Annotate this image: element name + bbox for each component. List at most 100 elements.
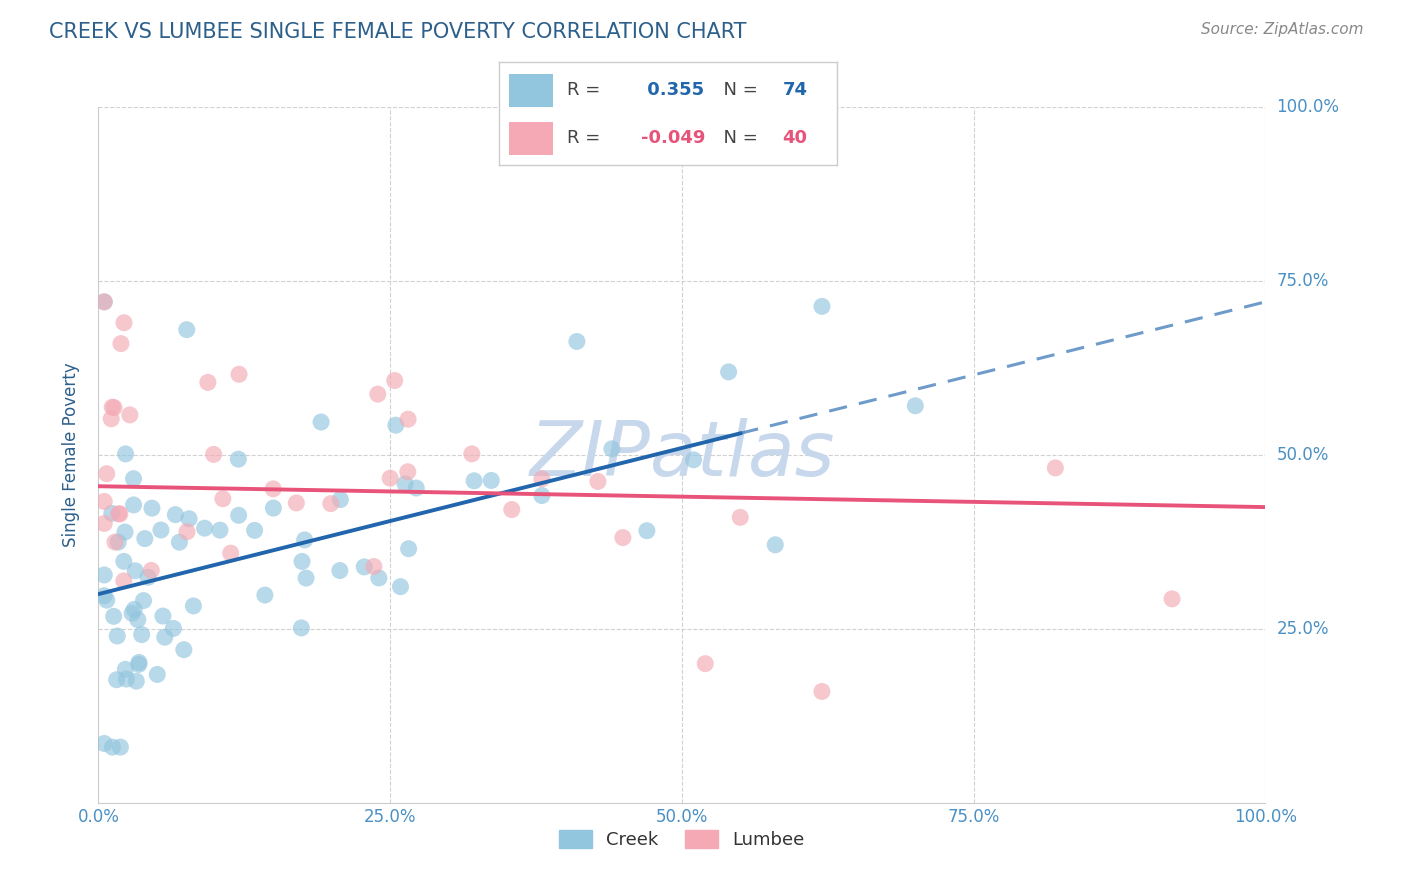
Point — [104, 535, 127, 549]
Point — [105, 673, 128, 687]
Point — [146, 667, 169, 681]
Text: R =: R = — [567, 129, 606, 147]
Text: -0.049: -0.049 — [641, 129, 706, 147]
Point — [329, 492, 352, 507]
Point — [122, 498, 145, 512]
Point — [100, 411, 122, 425]
Point — [93, 294, 115, 309]
Point — [530, 472, 553, 486]
Point — [262, 482, 284, 496]
Point — [128, 656, 150, 670]
Point — [682, 452, 704, 467]
Point — [396, 412, 419, 426]
Point — [253, 588, 276, 602]
Point — [112, 316, 135, 330]
Point — [93, 568, 115, 582]
Point — [114, 447, 136, 461]
Point — [295, 571, 318, 585]
Text: Source: ZipAtlas.com: Source: ZipAtlas.com — [1201, 22, 1364, 37]
Y-axis label: Single Female Poverty: Single Female Poverty — [62, 363, 80, 547]
Point — [291, 554, 314, 568]
Point — [176, 323, 198, 337]
Point — [811, 299, 834, 313]
Point — [128, 657, 150, 672]
Point — [385, 418, 408, 433]
Point — [110, 740, 132, 755]
Point — [149, 523, 172, 537]
Point — [461, 447, 484, 461]
Point — [636, 524, 658, 538]
Point — [93, 494, 115, 508]
Text: 74: 74 — [783, 81, 807, 99]
Point — [118, 408, 141, 422]
Point — [152, 609, 174, 624]
Point — [169, 535, 191, 549]
Text: 0.355: 0.355 — [641, 81, 704, 99]
Point — [103, 401, 125, 415]
Text: R =: R = — [567, 81, 606, 99]
Point — [285, 496, 308, 510]
Point — [132, 593, 155, 607]
Point — [173, 642, 195, 657]
Point — [294, 533, 316, 547]
Text: CREEK VS LUMBEE SINGLE FEMALE POVERTY CORRELATION CHART: CREEK VS LUMBEE SINGLE FEMALE POVERTY CO… — [49, 22, 747, 42]
Point — [124, 602, 146, 616]
Point — [367, 571, 389, 585]
Point — [1161, 591, 1184, 606]
Point — [380, 471, 402, 485]
Bar — [509, 122, 553, 155]
Point — [228, 368, 250, 382]
Point — [202, 447, 225, 461]
Point — [176, 524, 198, 539]
Point — [93, 737, 115, 751]
Point — [565, 334, 588, 349]
Point — [363, 559, 385, 574]
Point — [112, 554, 135, 568]
Point — [93, 516, 115, 531]
Point — [479, 474, 502, 488]
Point — [93, 589, 115, 603]
Text: 50.0%: 50.0% — [1277, 446, 1329, 464]
Point — [309, 415, 332, 429]
Text: 100.0%: 100.0% — [1277, 98, 1340, 116]
Legend: Creek, Lumbee: Creek, Lumbee — [553, 822, 811, 856]
Point — [165, 508, 187, 522]
Point — [463, 474, 485, 488]
Point — [219, 546, 242, 560]
Point — [101, 400, 124, 414]
Point — [405, 481, 427, 495]
Point — [162, 622, 184, 636]
Point — [131, 627, 153, 641]
Point — [141, 501, 163, 516]
Point — [811, 684, 834, 698]
Point — [501, 502, 523, 516]
Point — [319, 497, 342, 511]
Point — [398, 541, 420, 556]
Point — [1045, 461, 1067, 475]
Point — [228, 508, 250, 523]
Point — [114, 524, 136, 539]
Point — [394, 476, 416, 491]
Point — [101, 506, 124, 520]
Point — [93, 294, 115, 309]
Point — [197, 376, 219, 390]
Point — [124, 564, 146, 578]
Point — [717, 365, 740, 379]
Text: N =: N = — [711, 81, 763, 99]
Point — [367, 387, 389, 401]
Point — [134, 532, 156, 546]
Text: N =: N = — [711, 129, 763, 147]
Text: 40: 40 — [783, 129, 807, 147]
Point — [612, 531, 634, 545]
Point — [586, 475, 609, 489]
Point — [115, 672, 138, 686]
Point — [211, 491, 233, 506]
Point — [600, 442, 623, 456]
Point — [695, 657, 717, 671]
Point — [125, 674, 148, 689]
Point — [353, 560, 375, 574]
Point — [107, 507, 129, 521]
Point — [101, 740, 124, 755]
Point — [177, 512, 200, 526]
Point — [112, 574, 135, 588]
